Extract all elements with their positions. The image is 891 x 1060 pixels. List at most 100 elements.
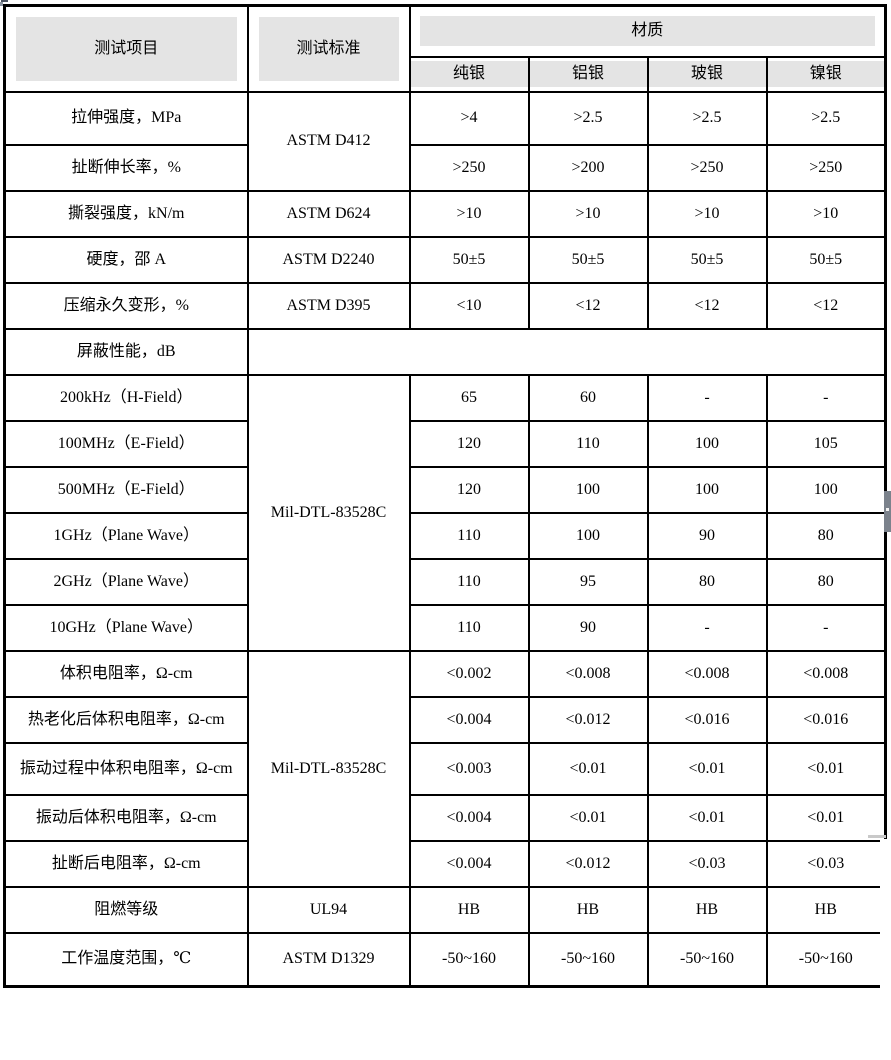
value-cell: 90 xyxy=(527,603,649,652)
row-label: 振动过程中体积电阻率，Ω-cm xyxy=(3,741,249,796)
table-row: 500MHz（E-Field） 120 100 100 100 xyxy=(3,465,887,514)
value-cell: 100 xyxy=(527,511,649,560)
table-row: 扯断伸长率，% >250 >200 >250 >250 xyxy=(3,143,887,192)
value-cell: 50±5 xyxy=(765,235,887,284)
table-row: 10GHz（Plane Wave） 110 90 - - xyxy=(3,603,887,652)
value-cell: 65 xyxy=(408,373,530,422)
value-cell: >4 xyxy=(408,90,530,146)
row-label: 扯断伸长率，% xyxy=(3,143,249,192)
value-cell: 110 xyxy=(408,603,530,652)
value-cell: <0.008 xyxy=(527,649,649,698)
value-cell: <0.004 xyxy=(408,793,530,842)
value-cell: 110 xyxy=(408,511,530,560)
value-cell: HB xyxy=(408,885,530,934)
value-cell: <0.01 xyxy=(527,793,649,842)
value-cell: <0.004 xyxy=(408,839,530,888)
value-cell: <0.01 xyxy=(646,793,768,842)
table-row: 硬度，邵 A ASTM D2240 50±5 50±5 50±5 50±5 xyxy=(3,235,887,284)
row-label: 拉伸强度，MPa xyxy=(3,90,249,146)
value-cell: <0.01 xyxy=(765,741,887,796)
value-cell: >10 xyxy=(527,189,649,238)
value-cell: 100 xyxy=(765,465,887,514)
header-material-glass-silver: 玻银 xyxy=(646,55,768,93)
standard-cell: UL94 xyxy=(246,885,411,934)
value-cell: >250 xyxy=(408,143,530,192)
value-cell: 100 xyxy=(646,419,768,468)
row-label: 振动后体积电阻率，Ω-cm xyxy=(3,793,249,842)
standard-cell: ASTM D624 xyxy=(246,189,411,238)
value-cell: <0.012 xyxy=(527,695,649,744)
table-row: 2GHz（Plane Wave） 110 95 80 80 xyxy=(3,557,887,606)
table-row: 体积电阻率，Ω-cm Mil-DTL-83528C <0.002 <0.008 … xyxy=(3,649,887,888)
value-cell: <12 xyxy=(765,281,887,330)
table-row: 工作温度范围，℃ ASTM D1329 -50~160 -50~160 -50~… xyxy=(3,931,887,988)
value-cell: >250 xyxy=(765,143,887,192)
value-cell: <0.008 xyxy=(646,649,768,698)
value-cell: -50~160 xyxy=(527,931,649,988)
standard-cell: ASTM D2240 xyxy=(246,235,411,284)
header-row-materials: 纯银 铝银 玻银 镍银 xyxy=(5,55,887,93)
value-cell: HB xyxy=(527,885,649,934)
value-cell: HB xyxy=(765,885,887,934)
value-cell: <0.03 xyxy=(765,839,887,888)
value-cell: 100 xyxy=(527,465,649,514)
standard-cell: Mil-DTL-83528C xyxy=(246,373,411,652)
header-material-nickel-silver: 镍银 xyxy=(765,55,887,93)
value-cell: - xyxy=(646,373,768,422)
table-row: 屏蔽性能，dB xyxy=(3,327,887,376)
row-label: 10GHz（Plane Wave） xyxy=(3,603,249,652)
value-cell: 50±5 xyxy=(527,235,649,284)
value-cell: <0.01 xyxy=(765,793,887,842)
value-cell: 110 xyxy=(408,557,530,606)
value-cell: -50~160 xyxy=(765,931,887,988)
value-cell: 50±5 xyxy=(646,235,768,284)
value-cell: 80 xyxy=(646,557,768,606)
table-row: 热老化后体积电阻率，Ω-cm <0.004 <0.012 <0.016 <0.0… xyxy=(3,695,887,744)
value-cell: <0.016 xyxy=(765,695,887,744)
value-cell: >2.5 xyxy=(765,90,887,146)
value-cell: -50~160 xyxy=(408,931,530,988)
value-cell: -50~160 xyxy=(646,931,768,988)
table-row: 压缩永久变形，% ASTM D395 <10 <12 <12 <12 xyxy=(3,281,887,330)
row-label: 体积电阻率，Ω-cm xyxy=(3,649,249,698)
value-cell: 120 xyxy=(408,419,530,468)
value-cell: >10 xyxy=(646,189,768,238)
corner-cursor-artifact-part xyxy=(0,2,3,6)
row-label: 工作温度范围，℃ xyxy=(3,931,249,988)
value-cell: - xyxy=(765,373,887,422)
value-cell: 90 xyxy=(646,511,768,560)
row-label: 压缩永久变形，% xyxy=(3,281,249,330)
value-cell: <0.01 xyxy=(646,741,768,796)
value-cell: 50±5 xyxy=(408,235,530,284)
row-label: 扯断后电阻率，Ω-cm xyxy=(3,839,249,888)
value-cell: <12 xyxy=(646,281,768,330)
row-label: 硬度，邵 A xyxy=(3,235,249,284)
value-cell: <0.003 xyxy=(408,741,530,796)
value-cell: - xyxy=(646,603,768,652)
value-cell: <0.016 xyxy=(646,695,768,744)
table-row: 100MHz（E-Field） 120 110 100 105 xyxy=(3,419,887,468)
table-row: 扯断后电阻率，Ω-cm <0.004 <0.012 <0.03 <0.03 xyxy=(3,839,887,888)
value-cell: 60 xyxy=(527,373,649,422)
value-cell: >10 xyxy=(408,189,530,238)
value-cell: <0.01 xyxy=(527,741,649,796)
value-cell: 80 xyxy=(765,557,887,606)
header-test-standard: 测试标准 xyxy=(246,4,411,93)
material-spec-table: 测试项目 测试标准 材质 纯银 铝银 玻银 镍银 拉伸强度，MPa ASTM D… xyxy=(3,4,888,988)
merged-empty-cell xyxy=(246,327,887,376)
value-cell: 100 xyxy=(646,465,768,514)
scrollbar-thumb-dot xyxy=(886,508,889,511)
standard-cell: ASTM D395 xyxy=(246,281,411,330)
value-cell: 105 xyxy=(765,419,887,468)
value-cell: 120 xyxy=(408,465,530,514)
row-label: 屏蔽性能，dB xyxy=(3,327,249,376)
page-edge-dash xyxy=(868,835,886,838)
standard-cell: Mil-DTL-83528C xyxy=(246,649,411,888)
standard-cell: ASTM D1329 xyxy=(246,931,411,988)
value-cell: <0.03 xyxy=(646,839,768,888)
scrollbar-thumb[interactable] xyxy=(884,491,891,532)
row-label: 500MHz（E-Field） xyxy=(3,465,249,514)
value-cell: <0.002 xyxy=(408,649,530,698)
row-label: 撕裂强度，kN/m xyxy=(3,189,249,238)
table-row: 200kHz（H-Field） Mil-DTL-83528C 65 60 - - xyxy=(3,373,887,652)
